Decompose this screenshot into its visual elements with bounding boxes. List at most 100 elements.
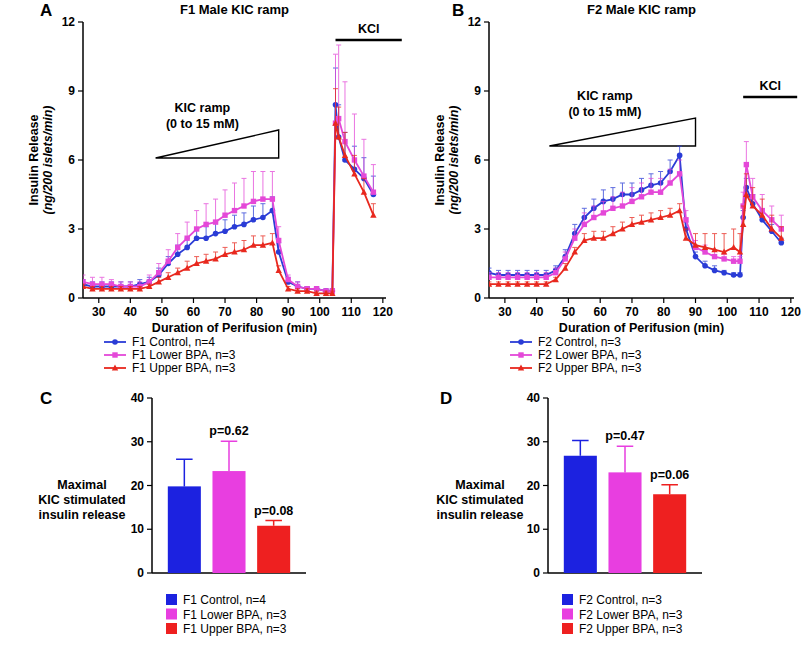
- data-point: [553, 276, 559, 282]
- data-point: [260, 196, 265, 201]
- data-point: [619, 226, 625, 232]
- legend-marker: [518, 365, 524, 371]
- data-point: [629, 221, 635, 227]
- x-tick: [727, 298, 728, 303]
- y-tick-label: 6: [68, 153, 75, 167]
- x-tick-label: 80: [250, 305, 264, 319]
- data-point: [370, 212, 376, 218]
- bar: [564, 456, 597, 573]
- error-bar: [260, 172, 265, 200]
- series-line: [83, 119, 373, 292]
- x-tick-label: 80: [657, 305, 671, 319]
- data-point: [495, 281, 501, 287]
- data-point: [156, 270, 161, 275]
- data-point: [489, 275, 492, 280]
- x-tick-label: 30: [92, 305, 106, 319]
- data-point: [276, 238, 281, 243]
- data-point: [658, 190, 663, 195]
- data-point: [333, 121, 338, 126]
- y-tick-label: 0: [137, 566, 144, 580]
- data-point: [505, 275, 510, 280]
- legend-label: F2 Upper BPA, n=3: [538, 361, 642, 375]
- x-axis: [83, 297, 386, 299]
- data-point: [676, 207, 682, 213]
- data-point: [778, 235, 784, 241]
- y-tick-label: 20: [527, 479, 541, 493]
- p-value-label: p=0.62: [209, 424, 248, 438]
- x-tick: [568, 298, 569, 303]
- x-tick: [193, 298, 194, 303]
- data-point: [600, 235, 606, 241]
- x-axis-label: Duration of Perifusion (min): [559, 321, 724, 335]
- x-tick-label: 50: [562, 305, 576, 319]
- error-bar: [241, 178, 246, 206]
- y-axis-label: Maximal: [455, 478, 504, 492]
- error-bar: [572, 440, 589, 455]
- data-point: [639, 194, 644, 199]
- data-point: [232, 208, 237, 213]
- data-point: [543, 281, 549, 287]
- data-point: [677, 171, 682, 176]
- series-line: [489, 165, 781, 278]
- data-point: [329, 290, 335, 296]
- data-point: [702, 249, 707, 254]
- y-tick-label: 40: [131, 391, 145, 405]
- data-point: [241, 246, 247, 252]
- data-point: [677, 153, 683, 159]
- data-point: [342, 152, 348, 158]
- data-point: [563, 256, 568, 261]
- x-tick: [790, 298, 791, 303]
- data-point: [553, 270, 558, 275]
- x-tick: [600, 298, 601, 303]
- data-point: [203, 222, 208, 227]
- x-tick: [504, 298, 505, 303]
- data-point: [313, 290, 319, 296]
- data-point: [212, 256, 218, 262]
- legend-label: F1 Upper BPA, n=3: [183, 622, 287, 636]
- x-tick: [161, 298, 162, 303]
- y-axis-label: Insulin Release: [433, 114, 447, 205]
- data-point: [534, 275, 539, 280]
- data-point: [620, 203, 625, 208]
- series: [489, 142, 784, 280]
- annotation: KIC ramp: [577, 89, 633, 103]
- data-point: [222, 213, 227, 218]
- bar-labels: p=0.47p=0.06: [605, 429, 689, 482]
- data-point: [184, 245, 190, 251]
- y-axis-label: Insulin Release: [27, 114, 41, 205]
- legend-marker: [112, 339, 118, 345]
- data-point: [591, 215, 596, 220]
- data-point: [515, 275, 520, 280]
- data-point: [175, 252, 181, 258]
- data-point: [260, 215, 266, 221]
- bar-labels: p=0.62p=0.08: [209, 424, 293, 517]
- y-tick: [78, 21, 83, 22]
- data-point: [610, 206, 615, 211]
- x-tick-label: 40: [124, 305, 138, 319]
- error-bars: [489, 142, 784, 278]
- x-tick-label: 70: [625, 305, 639, 319]
- error-bar: [83, 280, 86, 285]
- data-point: [285, 285, 291, 291]
- error-bars: [489, 174, 784, 284]
- bar: [212, 471, 245, 573]
- series-line: [83, 105, 373, 291]
- data-point: [514, 281, 520, 287]
- data-point: [213, 231, 219, 237]
- bar: [608, 472, 641, 573]
- data-point: [156, 279, 162, 285]
- legend-marker: [112, 352, 117, 357]
- panel: C010203040MaximalKIC stimulatedinsulin r…: [38, 389, 306, 636]
- data-point: [562, 265, 568, 271]
- error-bars: [83, 89, 376, 294]
- error-bar: [270, 172, 275, 200]
- error-bar: [286, 277, 291, 282]
- legend-label: F2 Control, n=3: [538, 335, 621, 349]
- y-tick: [147, 397, 152, 398]
- p-value-label: p=0.06: [650, 468, 689, 482]
- data-point: [146, 283, 152, 289]
- data-point: [744, 162, 749, 167]
- kcl-bar: [743, 96, 797, 99]
- data-point: [108, 285, 114, 291]
- y-axis-label: KIC stimulated: [436, 493, 524, 507]
